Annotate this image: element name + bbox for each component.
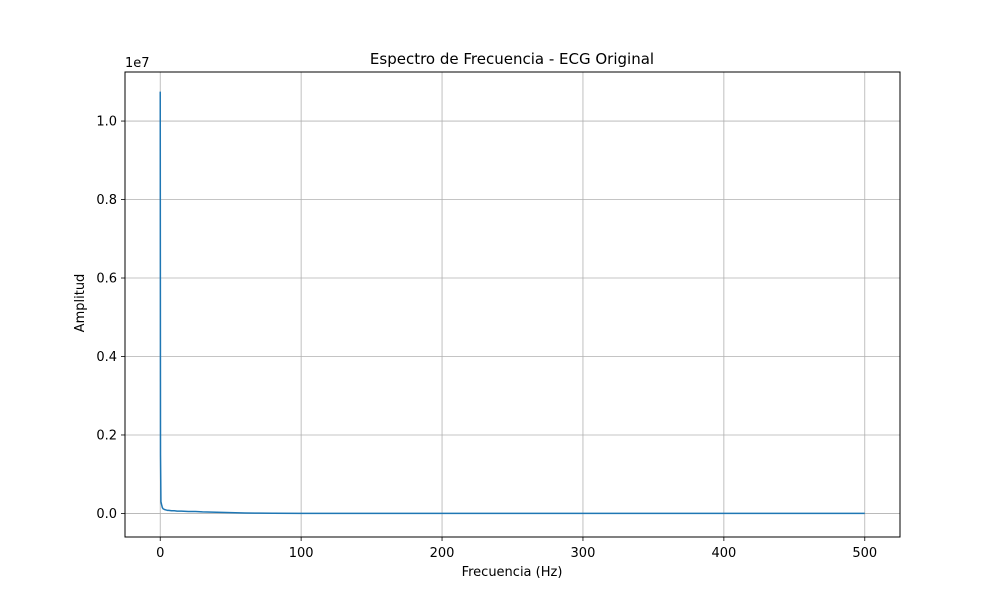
x-tick-label: 500 bbox=[852, 546, 877, 561]
y-tick-label: 0.8 bbox=[96, 193, 117, 208]
y-tick-label: 0.4 bbox=[96, 350, 117, 365]
y-tick-label: 0.6 bbox=[96, 272, 117, 287]
x-axis-label: Frecuencia (Hz) bbox=[462, 565, 563, 580]
x-tick-label: 400 bbox=[711, 546, 736, 561]
plot-area bbox=[159, 91, 865, 515]
y-tick-label: 0.0 bbox=[96, 507, 117, 522]
x-tick-label: 100 bbox=[289, 546, 314, 561]
y-axis-label: Amplitud bbox=[73, 274, 88, 333]
x-tick-label: 0 bbox=[156, 546, 164, 561]
y-offset-label: 1e7 bbox=[125, 56, 150, 71]
x-tick-label: 300 bbox=[571, 546, 596, 561]
x-tick-label: 200 bbox=[430, 546, 455, 561]
y-axis-ticks: 0.0 0.2 0.4 0.6 0.8 1.0 bbox=[96, 115, 125, 522]
chart-title: Espectro de Frecuencia - ECG Original bbox=[370, 50, 654, 68]
axes-frame bbox=[124, 71, 901, 538]
y-tick-label: 0.2 bbox=[96, 428, 117, 443]
x-axis-ticks: 0 100 200 300 400 500 bbox=[156, 537, 877, 561]
series-line bbox=[159, 91, 865, 515]
y-tick-label: 1.0 bbox=[96, 115, 117, 130]
grid bbox=[125, 72, 900, 537]
